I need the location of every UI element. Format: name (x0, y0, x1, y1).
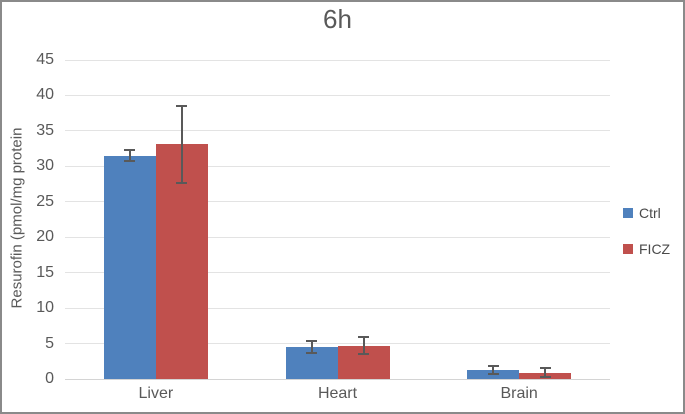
legend-item-ficz: FICZ (623, 241, 670, 257)
gridline (65, 272, 610, 274)
y-tick-label: 45 (36, 51, 54, 68)
error-bar-cap (176, 181, 188, 184)
y-tick-label: 10 (36, 299, 54, 317)
y-tick-label: 0 (45, 370, 54, 387)
gridline (65, 307, 610, 309)
error-bar-cap (539, 367, 551, 369)
error-bar-cap (487, 373, 499, 376)
error-bar (128, 150, 131, 162)
error-bar-cap (306, 340, 317, 343)
error-bar-cap (306, 351, 317, 354)
error-bar (544, 368, 547, 378)
error-bar-cap (487, 364, 499, 367)
legend-label: FICZ (639, 241, 671, 257)
gridline (65, 236, 610, 238)
x-axis-label: Brain (500, 385, 538, 402)
legend-label: Ctrl (639, 205, 661, 221)
plot-area (65, 59, 610, 380)
error-bar (492, 365, 495, 375)
error-bar (180, 106, 183, 183)
gridline (65, 201, 610, 203)
legend-item-ctrl: Ctrl (623, 205, 670, 221)
legend: Ctrl FICZ (623, 205, 670, 257)
y-tick-label: 40 (36, 86, 54, 104)
error-bar-cap (124, 149, 136, 152)
error-bar-cap (358, 353, 369, 356)
x-axis-line (65, 378, 610, 380)
gridline (65, 94, 610, 96)
chart-title: 6h (323, 4, 352, 34)
gridline (65, 59, 610, 61)
gridline (65, 165, 610, 167)
x-axis-label: Heart (317, 385, 358, 402)
error-bar-cap (539, 376, 551, 379)
y-tick-label: 30 (36, 157, 54, 175)
y-tick-label: 15 (36, 263, 54, 281)
legend-swatch-icon (623, 244, 633, 254)
error-bar-cap (176, 105, 188, 108)
y-tick-label: 35 (36, 121, 54, 139)
x-axis-label: Liver (138, 385, 174, 402)
gridline (65, 343, 610, 345)
y-tick-label: 20 (36, 228, 54, 246)
error-bar-cap (124, 160, 136, 163)
error-bar (310, 341, 313, 353)
y-tick-label: 25 (36, 192, 54, 210)
legend-swatch-icon (623, 208, 633, 218)
error-bar (362, 337, 365, 355)
gridline (65, 130, 610, 132)
error-bar-cap (358, 336, 369, 339)
bar-ctrl-liver (103, 155, 156, 379)
y-tick-label: 5 (45, 334, 54, 352)
